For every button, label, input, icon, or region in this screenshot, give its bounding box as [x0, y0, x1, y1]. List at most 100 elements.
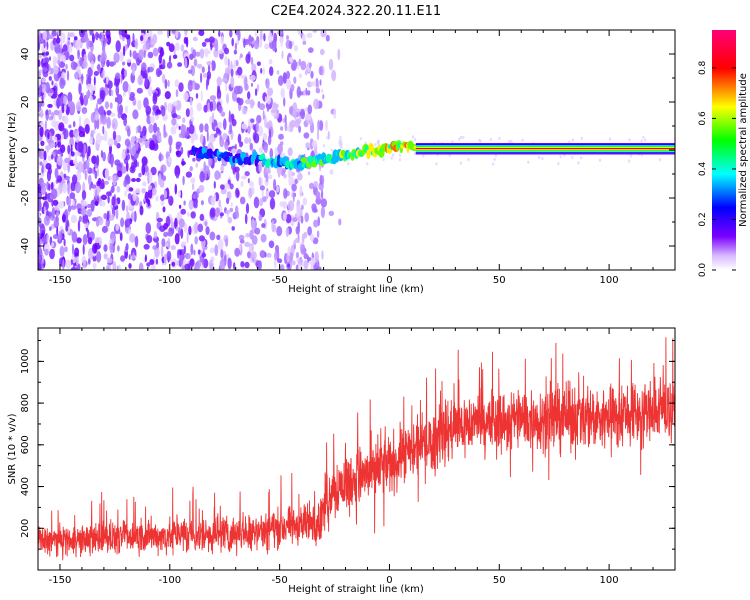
- snr-y-label: SNR (10 * v/v): [7, 413, 18, 484]
- noise-blob: [312, 30, 318, 33]
- noise-blob: [209, 101, 213, 112]
- noise-blob: [103, 130, 108, 142]
- noise-blob: [144, 191, 149, 201]
- noise-blob: [48, 183, 51, 191]
- noise-blob: [38, 148, 45, 160]
- x-tick-label: -150: [49, 575, 72, 586]
- noise-blob: [206, 60, 212, 66]
- noise-blob: [265, 173, 269, 183]
- noise-blob: [104, 37, 109, 44]
- noise-blob: [299, 111, 305, 116]
- noise-blob: [247, 91, 251, 100]
- y-tick-label: -40: [20, 238, 31, 254]
- noise-blob: [87, 204, 92, 208]
- colorbar-tick-label: 0.4: [698, 162, 708, 177]
- noise-blob: [185, 171, 192, 178]
- noise-speckle: [398, 158, 402, 162]
- noise-blob: [185, 253, 189, 259]
- noise-blob: [220, 184, 225, 190]
- noise-blob: [196, 260, 202, 269]
- x-tick-label: 50: [493, 575, 506, 586]
- noise-blob: [256, 84, 260, 92]
- noise-blob: [208, 36, 215, 43]
- noise-blob: [160, 105, 166, 117]
- noise-blob: [141, 62, 147, 72]
- noise-speckle: [557, 162, 560, 166]
- noise-blob: [38, 217, 42, 225]
- noise-blob: [58, 122, 65, 132]
- noise-blob: [70, 259, 74, 266]
- noise-blob: [137, 125, 142, 134]
- noise-blob: [135, 187, 141, 194]
- noise-blob: [46, 146, 49, 153]
- noise-blob: [178, 204, 182, 209]
- noise-blob: [230, 68, 234, 77]
- noise-blob: [196, 102, 203, 112]
- noise-blob: [175, 141, 182, 148]
- noise-speckle: [527, 160, 530, 164]
- noise-blob: [322, 94, 325, 100]
- noise-blob: [174, 165, 181, 178]
- noise-blob: [129, 233, 136, 243]
- noise-blob: [116, 94, 123, 105]
- noise-blob: [72, 264, 76, 270]
- noise-blob: [136, 87, 143, 94]
- noise-blob: [64, 246, 68, 253]
- noise-blob: [135, 126, 138, 135]
- noise-blob: [50, 142, 56, 148]
- noise-speckle: [608, 137, 612, 141]
- noise-blob: [146, 115, 152, 125]
- noise-blob: [64, 104, 67, 111]
- noise-blob: [201, 258, 205, 266]
- noise-blob: [129, 92, 136, 98]
- noise-blob: [132, 32, 135, 45]
- noise-blob: [66, 70, 70, 81]
- noise-blob: [96, 154, 100, 166]
- noise-blob: [111, 89, 114, 97]
- noise-blob: [54, 57, 58, 63]
- noise-blob: [297, 173, 303, 181]
- noise-blob: [141, 188, 146, 194]
- noise-blob: [265, 78, 270, 89]
- noise-blob: [39, 172, 45, 177]
- noise-blob: [84, 169, 87, 181]
- noise-blob: [166, 250, 172, 262]
- noise-blob: [292, 260, 296, 266]
- noise-blob: [300, 215, 304, 224]
- noise-blob: [118, 104, 123, 115]
- noise-blob: [92, 243, 98, 254]
- noise-speckle: [330, 148, 333, 152]
- noise-blob: [54, 167, 59, 179]
- noise-blob: [271, 220, 275, 233]
- noise-blob: [164, 91, 171, 100]
- noise-speckle: [577, 161, 580, 165]
- noise-blob: [121, 151, 126, 160]
- noise-blob: [280, 88, 285, 98]
- noise-blob: [64, 157, 71, 164]
- x-tick-label: -100: [158, 275, 181, 286]
- noise-blob: [92, 262, 97, 270]
- noise-blob: [231, 148, 237, 154]
- noise-blob: [189, 166, 193, 172]
- noise-blob: [186, 232, 189, 244]
- noise-blob: [308, 62, 312, 68]
- noise-blob: [76, 237, 82, 244]
- noise-blob: [147, 85, 153, 97]
- noise-blob: [205, 226, 210, 236]
- noise-blob: [158, 173, 162, 186]
- noise-blob: [227, 191, 232, 201]
- noise-blob: [263, 33, 266, 42]
- noise-blob: [143, 72, 148, 79]
- noise-blob: [116, 162, 123, 174]
- noise-blob: [75, 39, 81, 51]
- noise-blob: [76, 171, 82, 181]
- noise-blob: [139, 205, 144, 216]
- noise-blob: [301, 33, 306, 42]
- noise-blob: [82, 218, 89, 224]
- noise-blob: [316, 129, 320, 141]
- noise-blob: [159, 152, 162, 162]
- noise-blob: [146, 262, 151, 267]
- noise-blob: [115, 40, 121, 53]
- noise-blob: [194, 236, 198, 245]
